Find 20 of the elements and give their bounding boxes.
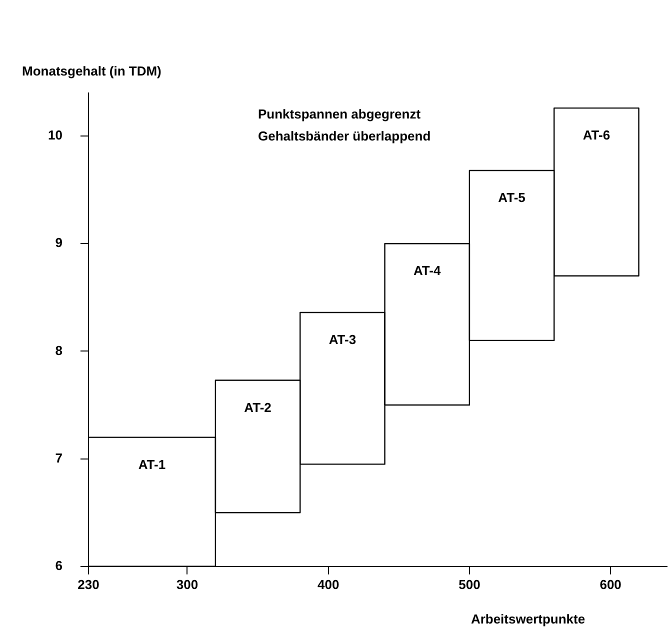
category-label: AT-4	[414, 263, 441, 278]
x-axis-title: Arbeitswertpunkte	[470, 612, 586, 627]
category-label: AT-3	[328, 332, 356, 348]
y-tick-label: 10	[48, 128, 62, 143]
annotation: Gehaltsbänder überlappend	[258, 128, 431, 144]
y-axis-title: Monatsgehalt (in TDM)	[22, 64, 162, 79]
y-tick-label: 9	[55, 235, 62, 250]
x-tick-label: 600	[600, 576, 622, 592]
category-label: AT-2	[244, 400, 272, 415]
y-tick-label: 8	[55, 342, 62, 358]
x-tick-label: 230	[78, 576, 100, 592]
x-tick-label: 300	[176, 576, 198, 592]
y-tick-label: 6	[55, 558, 62, 573]
x-tick-label: 500	[458, 576, 480, 592]
annotation: Punktspannen abgegrenzt	[258, 106, 422, 122]
category-label: AT-6	[582, 128, 610, 143]
y-tick-label: 7	[55, 450, 62, 466]
category-label: AT-1	[138, 456, 166, 472]
x-tick-label: 400	[317, 576, 340, 592]
category-label: AT-5	[498, 190, 526, 206]
